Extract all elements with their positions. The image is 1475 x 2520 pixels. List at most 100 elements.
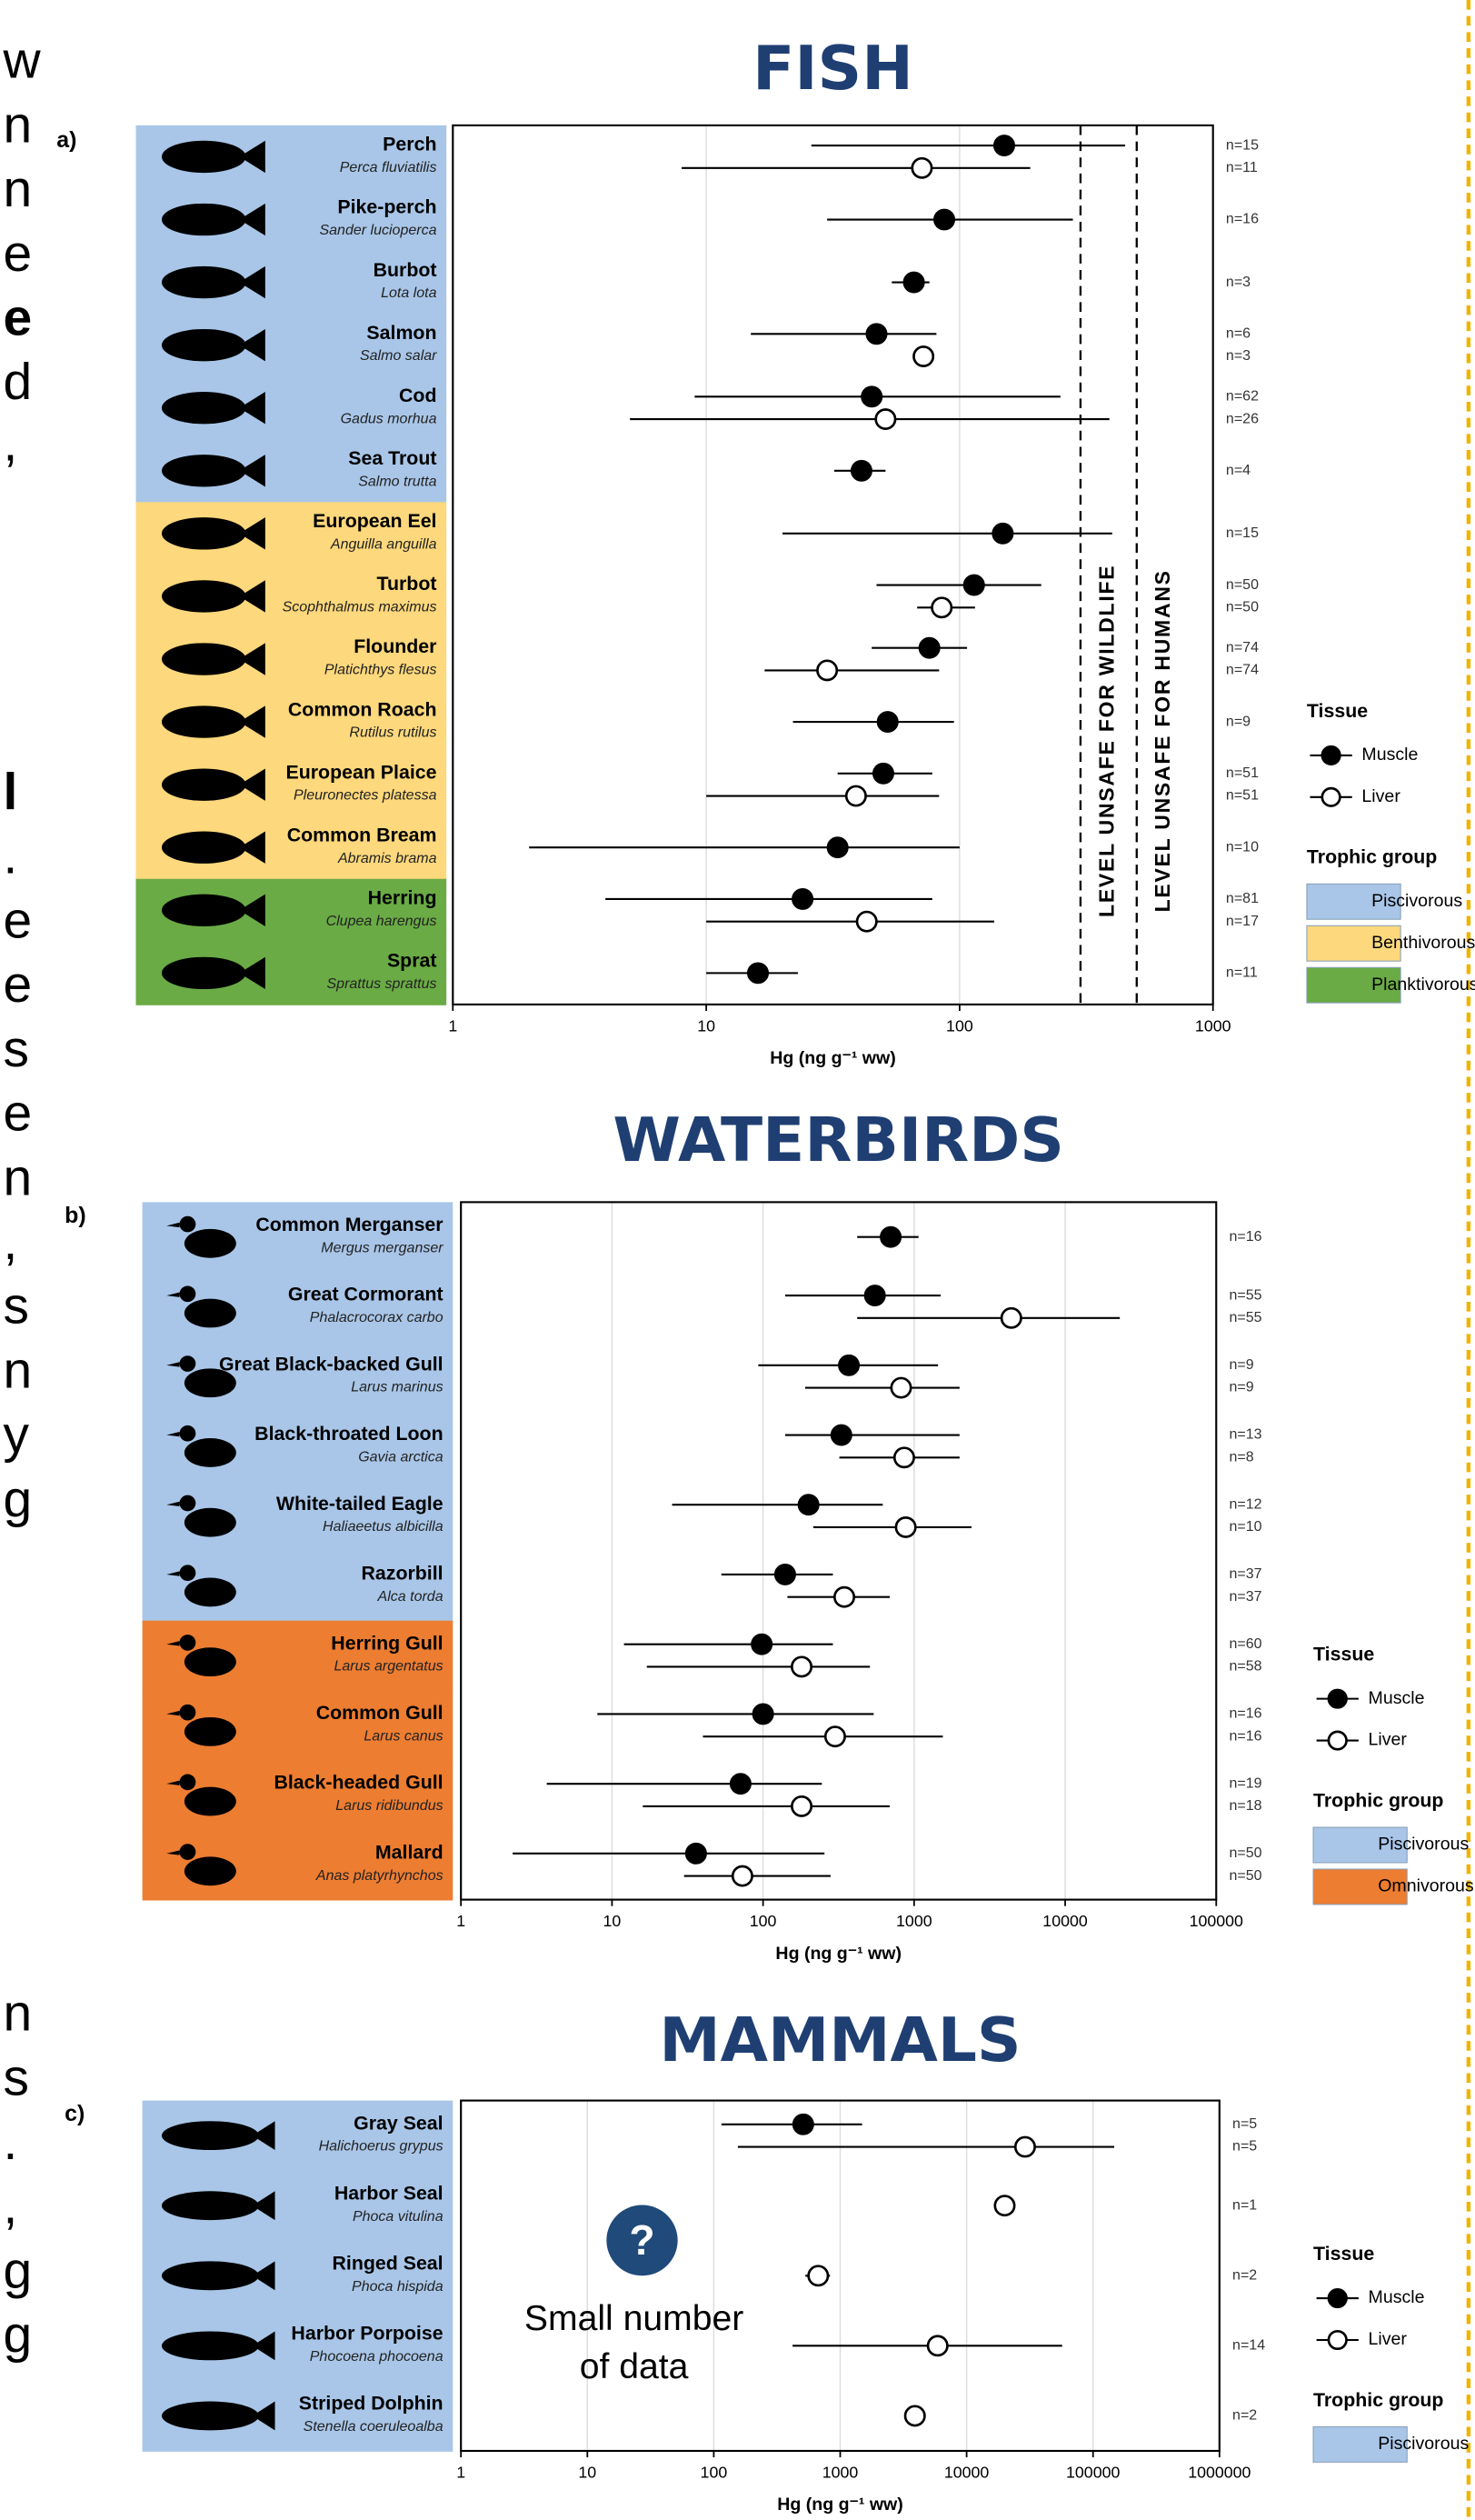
x-tick-label: 1000	[896, 1912, 932, 1930]
x-tick-label: 10	[578, 2463, 596, 2481]
sample-size-label: n=81	[1226, 891, 1259, 906]
x-tick-label: 1000	[822, 2463, 859, 2481]
data-point	[792, 889, 812, 908]
margin-text-fragment: .	[4, 2114, 18, 2171]
sample-size-label: n=37	[1230, 1566, 1262, 1582]
legend-title: Trophic group	[1307, 846, 1437, 868]
legend-title: Tissue	[1313, 2243, 1374, 2265]
species-name: Mallard	[375, 1842, 443, 1864]
species-name: Herring Gull	[331, 1632, 443, 1654]
x-axis-label: Hg (ng g⁻¹ ww)	[775, 1944, 902, 1964]
scientific-name: Haliaeetus albicilla	[323, 1519, 443, 1535]
sample-size-label: n=50	[1230, 1868, 1262, 1884]
x-tick-label: 100000	[1190, 1912, 1243, 1930]
legend-label: Omnivorous	[1378, 1876, 1474, 1896]
scientific-name: Rutilus rutilus	[349, 725, 436, 741]
sample-size-label: n=16	[1230, 1706, 1262, 1722]
species-icon	[162, 957, 246, 989]
sample-size-label: n=8	[1230, 1450, 1254, 1465]
data-point	[752, 1635, 771, 1654]
sample-size-label: n=1	[1232, 2197, 1257, 2213]
species-icon	[184, 1299, 236, 1328]
data-point	[873, 764, 892, 783]
species-name: Razorbill	[362, 1563, 443, 1585]
legend-label: Liver	[1369, 2329, 1408, 2349]
sample-size-label: n=19	[1230, 1775, 1262, 1791]
sample-size-label: n=16	[1230, 1229, 1262, 1245]
data-point	[964, 575, 983, 595]
species-icon	[162, 580, 246, 612]
scientific-name: Alca torda	[377, 1589, 443, 1605]
data-point	[839, 1355, 858, 1375]
margin-text-fragment: w	[3, 33, 42, 90]
legend-marker	[1329, 2289, 1347, 2306]
data-point	[832, 1425, 851, 1445]
species-name: Striped Dolphin	[299, 2393, 443, 2415]
data-point	[995, 2196, 1014, 2215]
species-icon	[184, 1717, 236, 1746]
x-tick-label: 100	[750, 1912, 777, 1930]
sample-size-label: n=9	[1226, 714, 1251, 729]
species-name: Salmon	[366, 322, 436, 344]
species-icon	[162, 2331, 259, 2360]
margin-text-fragment: ,	[4, 1214, 18, 1271]
legend-marker	[1322, 746, 1340, 764]
sample-size-label: n=18	[1230, 1798, 1262, 1814]
margin-text-fragment: y	[4, 1406, 30, 1464]
legend-title: Trophic group	[1313, 2389, 1443, 2411]
legend-label: Piscivorous	[1378, 1835, 1469, 1855]
scientific-name: Mergus merganser	[321, 1240, 443, 1255]
x-axis-label: Hg (ng g⁻¹ ww)	[770, 1048, 896, 1068]
species-icon	[162, 329, 246, 361]
sample-size-label: n=55	[1230, 1287, 1262, 1303]
margin-text-fragment: .	[4, 828, 18, 885]
sample-size-label: n=15	[1226, 525, 1259, 541]
data-point	[817, 661, 836, 680]
legend-marker	[1329, 1732, 1347, 1749]
x-tick-label: 10	[603, 1912, 622, 1930]
scientific-name: Abramis brama	[337, 851, 437, 866]
x-tick-label: 1	[456, 1912, 465, 1930]
legend-label: Muscle	[1369, 1688, 1425, 1708]
species-name: Cod	[399, 385, 436, 406]
species-icon	[162, 455, 246, 486]
species-name: European Plaice	[285, 761, 436, 783]
data-point	[913, 346, 932, 365]
sample-size-label: n=50	[1230, 1845, 1262, 1861]
sample-size-label: n=14	[1232, 2338, 1265, 2354]
sample-size-label: n=74	[1226, 640, 1259, 655]
data-point	[753, 1705, 772, 1724]
x-tick-label: 1	[448, 1016, 457, 1035]
margin-text-fragment: l	[4, 764, 18, 821]
species-icon	[184, 1647, 236, 1676]
margin-text-fragment: n	[4, 1149, 33, 1206]
data-point	[920, 638, 939, 657]
scientific-name: Stenella coeruleoalba	[304, 2419, 443, 2435]
data-point	[793, 2115, 812, 2134]
legend-label: Muscle	[1361, 745, 1418, 765]
species-icon	[162, 2261, 259, 2290]
margin-text-fragment: e	[4, 290, 33, 347]
margin-text-fragment: n	[4, 1343, 33, 1400]
sample-size-label: n=74	[1226, 663, 1259, 678]
x-tick-label: 10	[697, 1016, 715, 1035]
figure: wnneed,l.eesen,snygns.,ggFISHa)110100100…	[0, 0, 1475, 2520]
chart-title: WATERBIRDS	[613, 1104, 1064, 1175]
scientific-name: Sprattus sprattus	[327, 976, 437, 992]
scientific-name: Anguilla anguilla	[330, 536, 437, 552]
sample-size-label: n=13	[1230, 1427, 1262, 1443]
species-icon	[180, 1285, 196, 1302]
data-point	[825, 1727, 844, 1746]
legend-label: Planktivorous	[1371, 975, 1475, 995]
sample-size-label: n=62	[1226, 389, 1259, 405]
data-point	[846, 786, 865, 805]
x-tick-label: 100	[946, 1016, 973, 1035]
scientific-name: Larus canus	[364, 1728, 443, 1744]
sample-size-label: n=11	[1226, 160, 1258, 175]
species-name: Herring	[368, 887, 437, 909]
species-icon	[180, 1565, 196, 1581]
species-name: Gray Seal	[354, 2112, 443, 2134]
species-name: Great Black-backed Gull	[219, 1353, 443, 1375]
sample-size-label: n=51	[1226, 765, 1259, 781]
plot-frame	[461, 1202, 1216, 1899]
